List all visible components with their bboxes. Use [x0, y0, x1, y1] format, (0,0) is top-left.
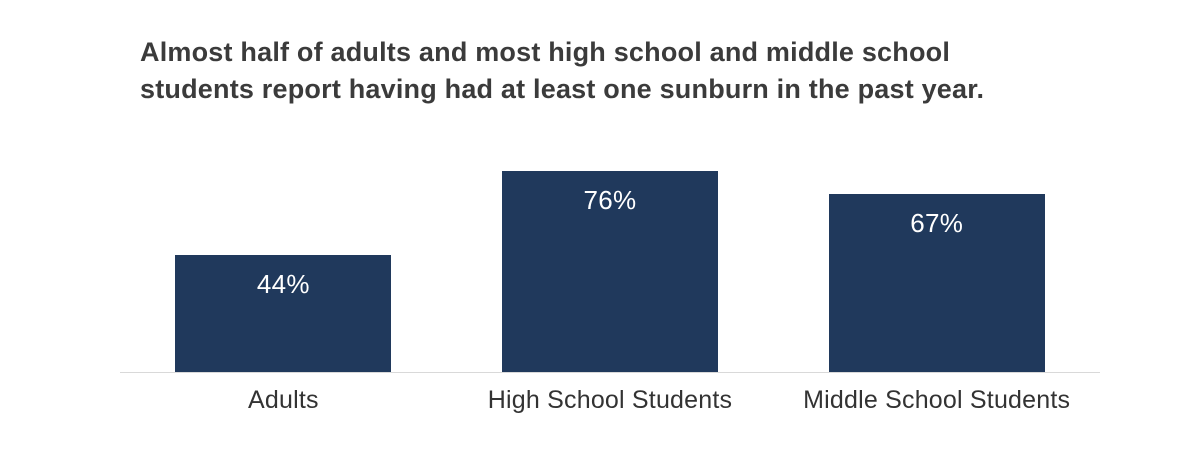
bar-column-high-school: 76%	[447, 160, 774, 372]
bar-value-middle-school: 67%	[910, 208, 964, 238]
bar-adults: 44%	[175, 255, 392, 372]
bar-value-high-school: 76%	[583, 185, 637, 215]
chart-title: Almost half of adults and most high scho…	[140, 37, 985, 105]
category-label-adults: Adults	[247, 386, 319, 414]
bar-high-school: 76%	[502, 171, 718, 372]
x-axis-line	[120, 372, 1100, 373]
category-axis: Adults High School Students Middle Schoo…	[120, 386, 1100, 415]
bar-column-middle-school: 67%	[773, 160, 1100, 372]
plot-area: 44% 76% 67%	[120, 160, 1100, 372]
bar-value-adults: 44%	[256, 269, 310, 299]
category-label-high-school: High School Students	[487, 386, 733, 414]
category-label-middle-school: Middle School Students	[803, 386, 1071, 414]
bar-middle-school: 67%	[828, 194, 1045, 372]
bar-column-adults: 44%	[120, 160, 447, 372]
